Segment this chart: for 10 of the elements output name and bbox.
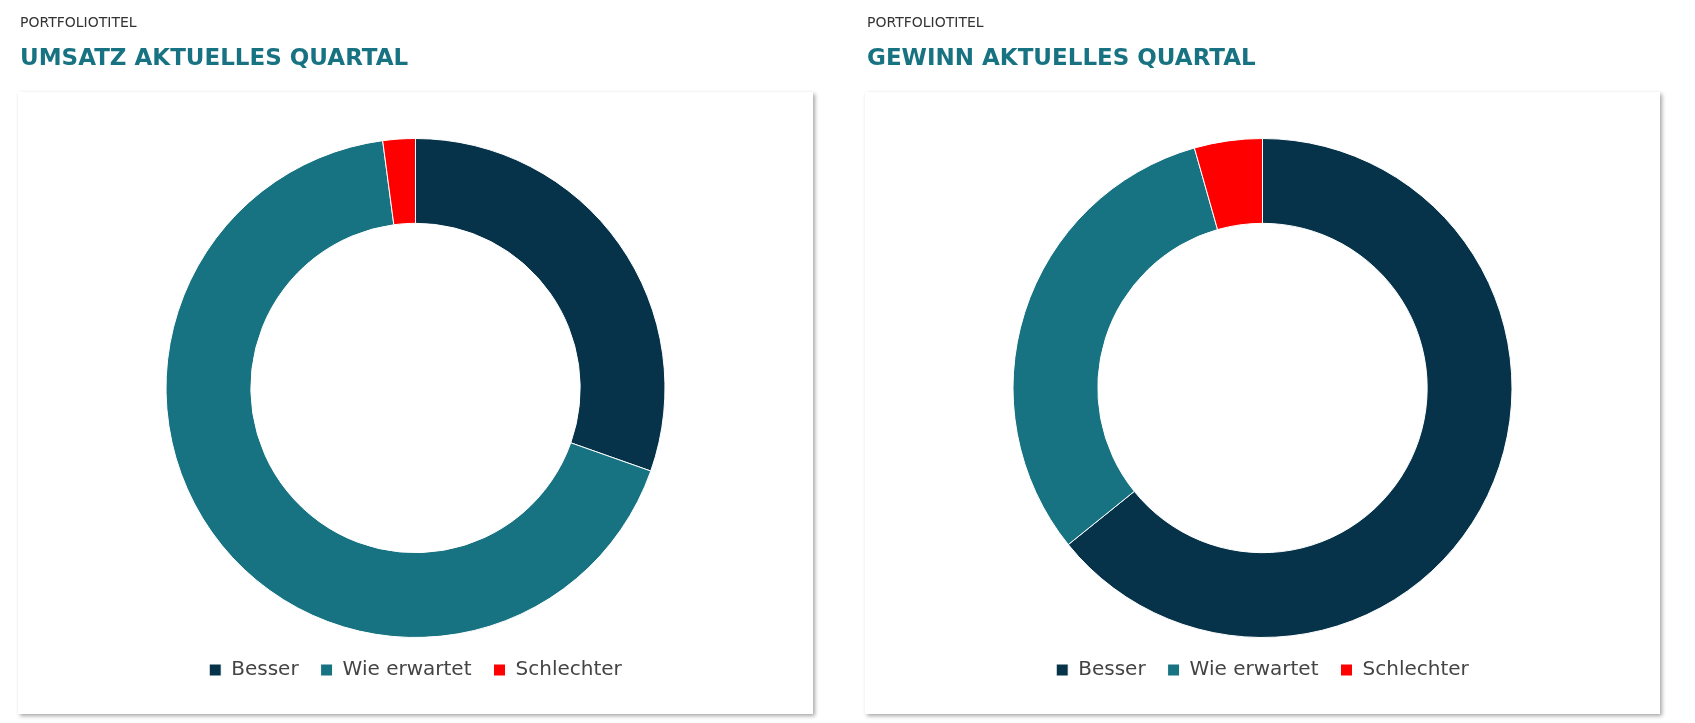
chart-title: UMSATZ AKTUELLES QUARTAL (20, 44, 409, 70)
legend-label: Schlechter (1362, 656, 1470, 681)
chart-title: GEWINN AKTUELLES QUARTAL (867, 44, 1256, 70)
legend-label: Wie erwartet (1189, 656, 1319, 681)
legend-label: Schlechter (515, 656, 623, 681)
chart-subtitle: PORTFOLIOTITEL (20, 14, 137, 30)
legend-label: Wie erwartet (342, 656, 472, 681)
chart-subtitle: PORTFOLIOTITEL (867, 14, 984, 30)
legend-label: Besser (231, 656, 300, 681)
legend-label: Besser (1078, 656, 1147, 681)
